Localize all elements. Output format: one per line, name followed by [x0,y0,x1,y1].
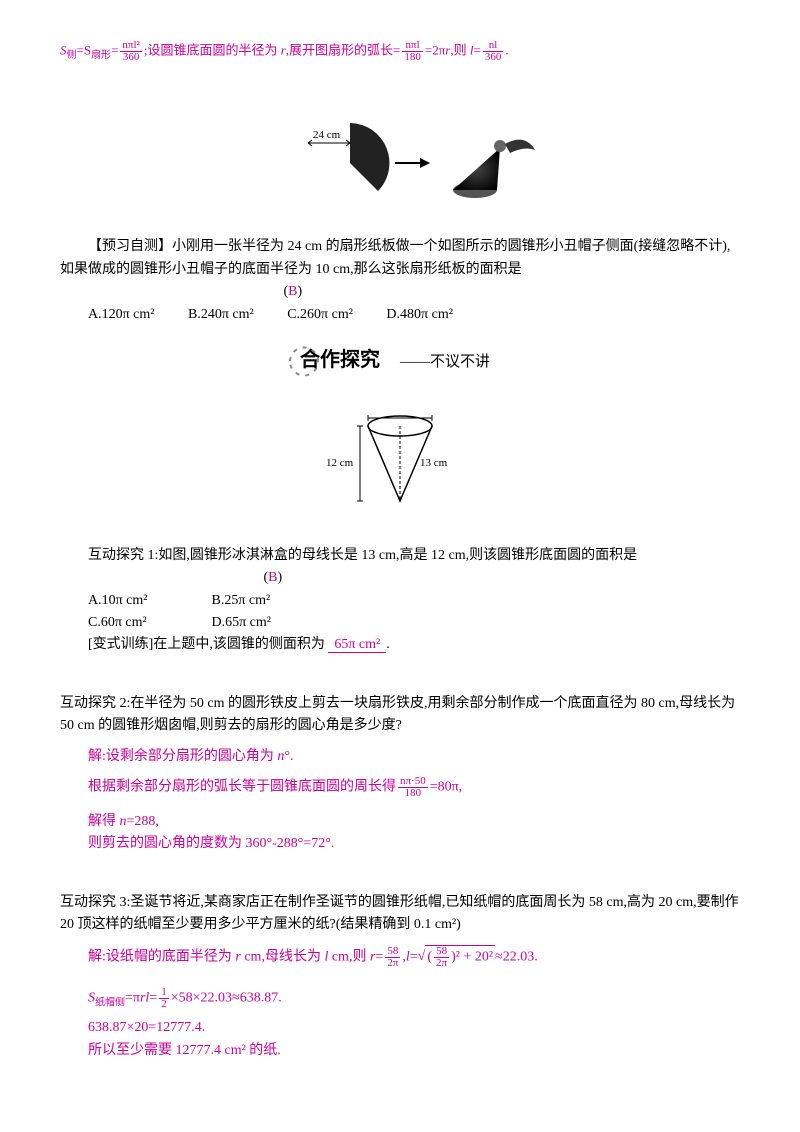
figure-sector-cone: 24 cm [60,118,740,216]
cone-dims-svg: 12 cm 13 cm [320,406,480,516]
sqrt-icon [418,949,426,964]
q2-opt-b: B.25π cm² [212,590,312,612]
q4-text: 互动探究 3:圣诞节将近,某商家店正在制作圣诞节的圆锥形纸帽,已知纸帽的底面周长… [60,892,740,937]
svg-text:合作探究: 合作探究 [300,347,380,371]
q4-solution: 解:设纸帽的底面半径为 r cm,母线长为 l cm,则 r=582π,l=(5… [88,945,740,1062]
q2-text: 互动探究 1:如图,圆锥形冰淇淋盒的母线长是 13 cm,高是 12 cm,则该… [60,545,740,590]
q1-answer: B [288,284,297,299]
q1-opt-b: B.240π cm² [188,304,254,326]
q4-solve-line3: 638.87×20=12777.4. [88,1017,740,1039]
q3-solve-line1: 解:设剩余部分扇形的圆心角为 n°. [88,746,740,768]
collab-heading: 合作探究 ——不议不讲 [60,344,740,386]
fraction: nl360 [483,40,504,63]
question-2: 互动探究 1:如图,圆锥形冰淇淋盒的母线长是 13 cm,高是 12 cm,则该… [60,545,740,657]
q2-opt-d: D.65π cm² [212,612,312,634]
question-1: 【预习自测】小刚用一张半径为 24 cm 的扇形纸板做一个如图所示的圆锥形小丑帽… [60,236,740,326]
q1-opt-a: A.120π cm² [88,304,154,326]
q1-opt-d: D.480π cm² [386,304,452,326]
q3-solve-line3: 解得 n=288, [88,811,740,833]
fraction: nπ·50180 [398,776,428,799]
q1-options: A.120π cm² B.240π cm² C.260π cm² D.480π … [88,304,740,326]
q4-solve-line1: 解:设纸帽的底面半径为 r cm,母线长为 l cm,则 r=582π,l=(5… [88,945,740,969]
figure-cone-dims: 12 cm 13 cm [60,406,740,524]
q2-answer: B [268,570,277,585]
fraction: 582π [385,946,400,969]
q3-solve-line4: 则剪去的圆心角的度数为 360°-288°=72°. [88,833,740,855]
top-formula: S侧=S扇形=nπl²360;设圆锥底面圆的半径为 r,展开图扇形的弧长=nπl… [60,40,740,64]
q3-solution: 解:设剩余部分扇形的圆心角为 n°. 根据剩余部分扇形的弧长等于圆锥底面圆的周长… [88,746,740,856]
sector-label: 24 cm [313,129,341,141]
sqrt-expr: (582π)² + 20² [425,945,495,969]
question-4: 互动探究 3:圣诞节将近,某商家店正在制作圣诞节的圆锥形纸帽,已知纸帽的底面周长… [60,892,740,1062]
q2-opt-c: C.60π cm² [88,612,188,634]
fraction: nπl180 [402,40,423,63]
q4-solve-line2: S纸帽侧=πrl=12×58×22.03≈638.87. [88,987,740,1012]
q2-opt-a: A.10π cm² [88,590,188,612]
fraction: nπl²360 [120,40,141,63]
svg-text:12 cm: 12 cm [326,457,354,469]
collab-heading-svg: 合作探究 ——不议不讲 [270,344,530,378]
sector-cone-svg: 24 cm [250,118,550,208]
svg-text:13 cm: 13 cm [420,457,448,469]
svg-text:——不议不讲: ——不议不讲 [399,353,490,370]
q1-opt-c: C.260π cm² [287,304,353,326]
q1-text: 【预习自测】小刚用一张半径为 24 cm 的扇形纸板做一个如图所示的圆锥形小丑帽… [60,236,740,303]
q2-variant-answer: 65π cm² [328,637,386,653]
question-3: 互动探究 2:在半径为 50 cm 的圆形铁皮上剪去一块扇形铁皮,用剩余部分制作… [60,693,740,856]
q3-text: 互动探究 2:在半径为 50 cm 的圆形铁皮上剪去一块扇形铁皮,用剩余部分制作… [60,693,740,738]
q2-variant: [变式训练]在上题中,该圆锥的侧面积为 65π cm². [60,634,740,656]
q4-solve-line4: 所以至少需要 12777.4 cm² 的纸. [88,1040,740,1062]
q3-solve-line2: 根据剩余部分扇形的弧长等于圆锥底面圆的周长得nπ·50180=80π, [88,776,740,799]
fraction: 12 [159,987,169,1010]
q2-options: A.10π cm² B.25π cm² C.60π cm² D.65π cm² [88,590,740,635]
